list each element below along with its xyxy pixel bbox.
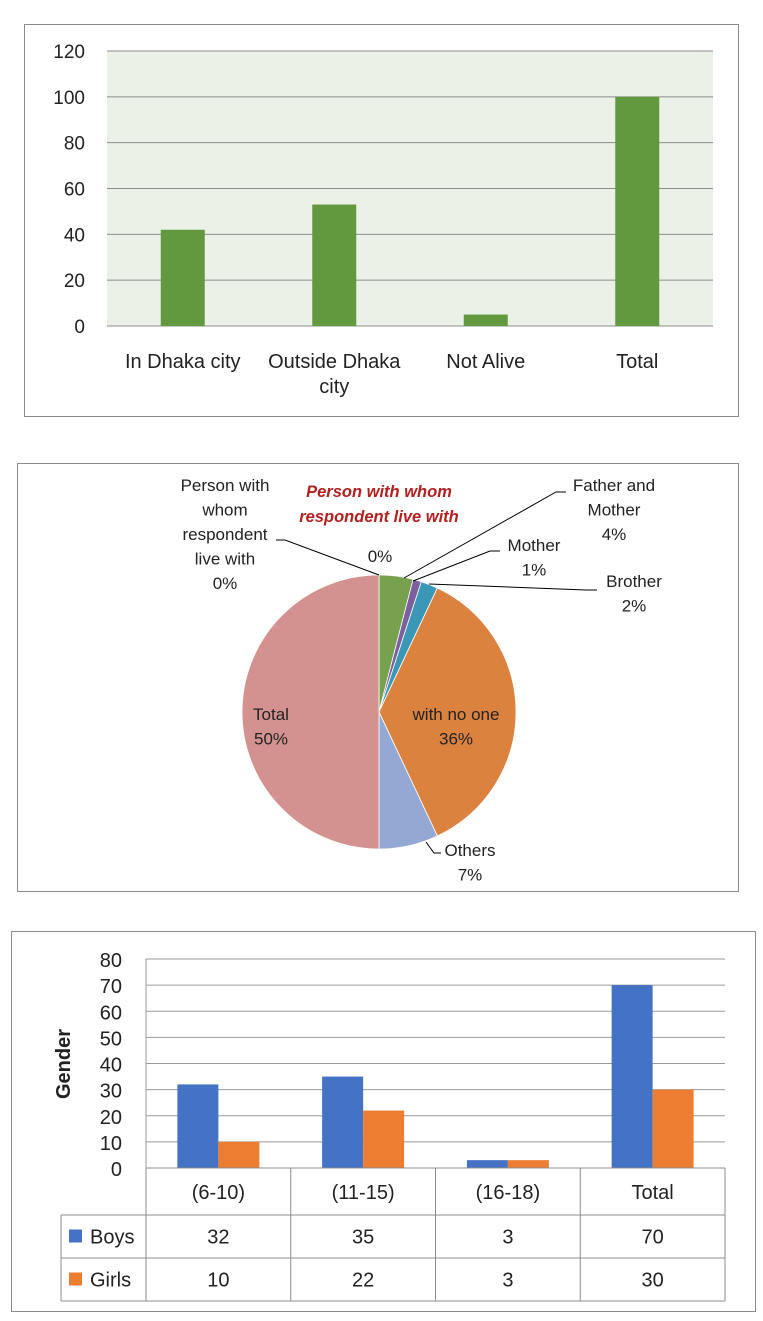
y-tick-label: 0 <box>111 1159 122 1181</box>
leader-line <box>425 841 441 854</box>
legend-swatch <box>69 1272 82 1286</box>
table-cell: 30 <box>642 1270 664 1292</box>
x-tick-label: (6-10) <box>192 1182 245 1204</box>
y-tick-label: 100 <box>53 88 85 109</box>
x-tick-label: In Dhaka city <box>125 351 241 373</box>
pie-chart-live-with-plot: Person with whom respondent live with Pers… <box>181 476 663 885</box>
slice-label: 36% <box>439 730 473 749</box>
bar <box>160 229 205 326</box>
leader-line <box>428 583 597 591</box>
leader-line <box>276 539 380 576</box>
slice-label: live with <box>195 550 255 569</box>
y-tick-label: 0 <box>74 317 85 338</box>
slice-label: 0% <box>213 574 238 593</box>
bar <box>652 1089 694 1168</box>
y-tick-label: 80 <box>100 950 122 972</box>
slice-label: Person with <box>181 476 270 495</box>
bar <box>312 204 357 326</box>
y-tick-label: 70 <box>100 976 122 998</box>
y-tick-label: 30 <box>100 1081 122 1103</box>
x-tick-label: Not Alive <box>446 351 525 373</box>
table-cell: 70 <box>642 1227 664 1249</box>
x-tick-label: (11-15) <box>332 1182 395 1204</box>
slice-label: Total <box>253 705 289 724</box>
slice-label: respondent <box>182 525 267 544</box>
y-axis-label: Gender <box>53 1029 75 1099</box>
y-tick-label: 120 <box>53 42 85 63</box>
slice-label: 50% <box>254 730 288 749</box>
y-tick-label: 60 <box>100 1002 122 1024</box>
slice-label: 0% <box>368 547 393 566</box>
bar <box>463 314 508 326</box>
x-tick-label: city <box>319 376 349 398</box>
table-cell: 10 <box>207 1270 229 1292</box>
slice-label: 1% <box>522 561 547 580</box>
chart-title: Person with whom <box>306 483 452 501</box>
bar-chart-gender: 0 10 20 30 40 50 60 70 80 Gender (6-10) (11-15) (16-… <box>11 931 756 1312</box>
leader-line <box>403 491 566 579</box>
legend-swatch <box>69 1229 82 1243</box>
slice-label: 2% <box>622 597 647 616</box>
bar-chart-location-plot: 0 20 40 60 80 100 120 In Dhaka city Outside Dhak… <box>53 42 713 398</box>
y-tick-label: 80 <box>64 134 85 155</box>
chart-title: respondent live with <box>299 508 459 526</box>
legend-label: Boys <box>90 1227 134 1249</box>
bar <box>507 1160 549 1168</box>
table-cell: 3 <box>502 1270 513 1292</box>
x-tick-label: Outside Dhaka <box>268 351 401 373</box>
pie-chart-live-with: Person with whom respondent live with Pers… <box>17 463 739 892</box>
table-cell: 32 <box>207 1227 229 1249</box>
slice-label: Mother <box>508 536 561 555</box>
pie-slice <box>378 587 517 837</box>
bar <box>466 1160 508 1168</box>
legend-label: Girls <box>90 1270 131 1292</box>
y-tick-label: 40 <box>64 225 85 246</box>
bar <box>322 1076 364 1168</box>
y-tick-label: 20 <box>100 1107 122 1129</box>
bar <box>611 985 653 1168</box>
table-cell: 22 <box>352 1270 374 1292</box>
bar <box>615 96 660 326</box>
y-tick-label: 10 <box>100 1133 122 1155</box>
slice-label: 4% <box>602 525 627 544</box>
y-tick-label: 60 <box>64 180 85 201</box>
slice-label: Mother <box>588 501 641 520</box>
x-tick-label: Total <box>632 1182 674 1204</box>
y-tick-label: 50 <box>100 1028 122 1050</box>
slice-label: 7% <box>458 866 483 885</box>
bar <box>363 1110 405 1168</box>
bar-chart-location: 0 20 40 60 80 100 120 In Dhaka city Outside Dhak… <box>24 24 739 417</box>
leader-line <box>412 550 500 582</box>
pie-slice <box>241 574 380 850</box>
bar-chart-gender-plot: 0 10 20 30 40 50 60 70 80 Gender (6-10) (11-15) (16-… <box>53 950 726 1302</box>
slice-label: Others <box>444 841 495 860</box>
slice-label: Father and <box>573 476 655 495</box>
table-cell: 35 <box>352 1227 374 1249</box>
x-tick-label: (16-18) <box>476 1182 540 1204</box>
y-tick-label: 20 <box>64 271 85 292</box>
x-tick-label: Total <box>616 351 658 373</box>
slice-label: whom <box>201 501 247 520</box>
slice-label: Brother <box>606 572 662 591</box>
table-cell: 3 <box>502 1227 513 1249</box>
bar <box>177 1084 219 1168</box>
y-tick-label: 40 <box>100 1055 122 1077</box>
slice-label: with no one <box>412 705 500 724</box>
bar <box>218 1141 260 1168</box>
